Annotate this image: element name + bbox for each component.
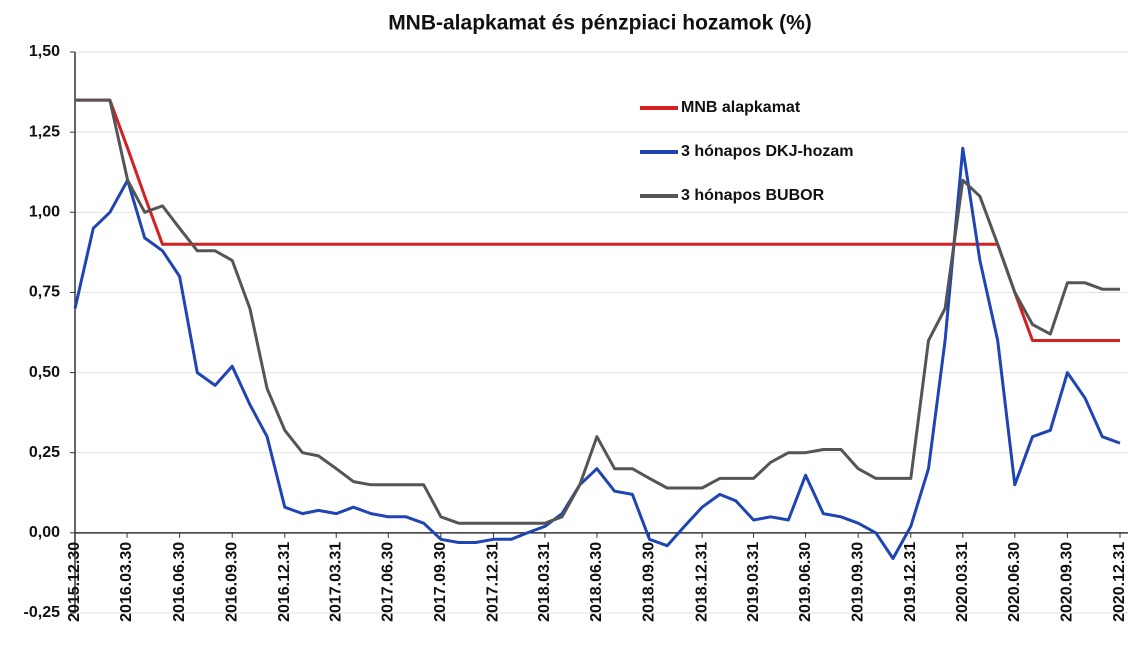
y-tick-label: 1,50 <box>29 43 60 60</box>
y-tick-label: 0,50 <box>29 364 60 381</box>
x-tick-label: 2020.06.30 <box>1006 542 1023 622</box>
x-tick-label: 2018.12.31 <box>693 542 710 622</box>
series-line <box>75 98 1120 525</box>
y-tick-label: 1,25 <box>29 123 60 140</box>
x-tick-label: 2016.12.31 <box>276 542 293 622</box>
series-line <box>75 98 1120 342</box>
x-tick-label: 2019.12.31 <box>902 542 919 622</box>
x-tick-label: 2016.09.30 <box>223 542 240 622</box>
x-tick-label: 2019.09.30 <box>849 542 866 622</box>
legend-label: MNB alapkamat <box>681 99 801 116</box>
x-tick-label: 2017.09.30 <box>432 542 449 622</box>
x-tick-label: 2018.03.31 <box>536 542 553 622</box>
y-tick-label: 0,75 <box>29 284 60 301</box>
series-line <box>73 146 1121 560</box>
chart-title: MNB-alapkamat és pénzpiaci hozamok (%) <box>388 12 812 35</box>
y-tick-label: 0,25 <box>29 444 60 461</box>
x-tick-label: 2018.09.30 <box>641 542 658 622</box>
x-tick-label: 2016.06.30 <box>171 542 188 622</box>
y-tick-label: -0,25 <box>24 604 61 621</box>
x-tick-label: 2020.09.30 <box>1059 542 1076 622</box>
x-tick-label: 2020.12.31 <box>1111 542 1128 622</box>
x-tick-label: 2015.12.30 <box>66 542 83 622</box>
x-tick-label: 2017.12.31 <box>485 542 502 622</box>
x-tick-label: 2017.06.30 <box>379 542 396 622</box>
x-tick-label: 2020.03.31 <box>954 542 971 622</box>
y-tick-label: 0,00 <box>29 524 60 541</box>
x-tick-label: 2016.03.30 <box>118 542 135 622</box>
x-tick-label: 2019.03.31 <box>745 542 762 622</box>
legend-label: 3 hónapos DKJ-hozam <box>681 143 853 160</box>
legend-label: 3 hónapos BUBOR <box>681 187 825 204</box>
y-tick-label: 1,00 <box>29 204 60 221</box>
x-tick-label: 2019.06.30 <box>797 542 814 622</box>
x-tick-label: 2017.03.31 <box>327 542 344 622</box>
x-tick-label: 2018.06.30 <box>588 542 605 622</box>
